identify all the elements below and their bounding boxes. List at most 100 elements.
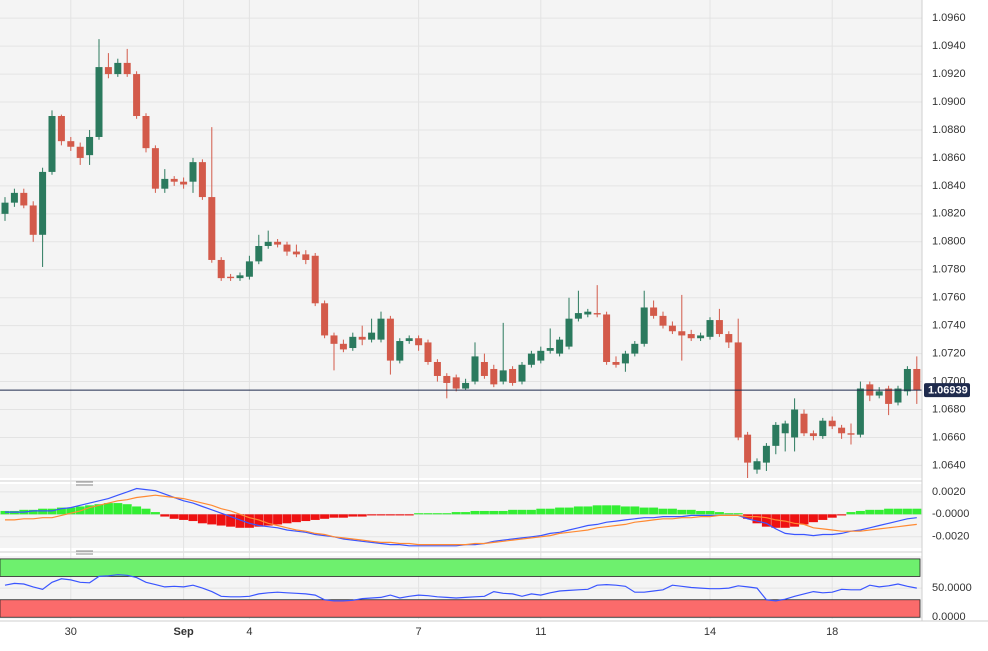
histogram-bar	[667, 508, 677, 515]
candle-body	[339, 343, 347, 350]
histogram-bar	[611, 505, 621, 515]
drag-handle[interactable]	[76, 481, 93, 486]
candle-body	[433, 361, 441, 376]
histogram-bar	[122, 504, 132, 515]
candle-body	[556, 339, 564, 354]
candle-body	[29, 205, 37, 235]
indicator-line	[5, 494, 917, 546]
candle-body	[800, 413, 808, 434]
candle-body	[809, 433, 817, 437]
histogram-bar	[696, 510, 706, 515]
histogram-bar	[526, 509, 536, 515]
histogram-bar	[790, 514, 800, 527]
histogram-bar	[677, 509, 687, 515]
candle-body	[480, 361, 488, 376]
histogram-bar	[583, 506, 593, 515]
candle-body	[349, 336, 357, 349]
candle-body	[631, 343, 639, 354]
histogram-bar	[141, 508, 151, 515]
candle-body	[659, 315, 667, 326]
candle-body	[48, 116, 56, 172]
candle-body	[462, 382, 470, 389]
labels: 1.06401.06601.06801.07001.07201.07401.07…	[65, 12, 972, 638]
candle-body	[217, 259, 225, 279]
rsi-band	[0, 599, 921, 618]
candle-body	[650, 307, 658, 316]
histogram-bar	[846, 512, 856, 515]
y-tick-label: 1.0920	[932, 68, 966, 80]
histogram-bar	[902, 508, 912, 515]
histogram-bar	[912, 508, 922, 515]
histogram-bar	[348, 514, 358, 517]
histogram-bar	[799, 514, 809, 525]
y-tick-label: 1.0680	[932, 403, 966, 415]
histogram-bar	[94, 504, 104, 515]
y-tick-label: 1.0800	[932, 236, 966, 248]
candle-body	[133, 74, 141, 117]
histogram-bar	[103, 503, 113, 515]
candle-body	[725, 334, 733, 343]
histogram-bar	[545, 508, 555, 515]
x-tick-label: 4	[246, 626, 252, 638]
candle-body	[668, 325, 676, 332]
candle-body	[1, 202, 9, 214]
price-panel	[0, 0, 922, 478]
histogram-bar	[414, 513, 424, 515]
candle-body	[292, 251, 300, 255]
histogram-bar	[395, 514, 405, 516]
histogram-bar	[874, 509, 884, 515]
histogram-bar	[432, 513, 442, 515]
histogram-bar	[451, 512, 461, 515]
indicator-line	[5, 487, 917, 547]
y-tick-label: 1.0840	[932, 180, 966, 192]
histogram-bar	[564, 507, 574, 515]
candle-body	[358, 336, 366, 340]
y-tick-label: 1.0660	[932, 431, 966, 443]
candle-body	[95, 67, 103, 137]
candle-body	[236, 275, 244, 279]
drag-handle[interactable]	[76, 550, 93, 555]
candle-body	[170, 178, 178, 182]
candle-body	[189, 162, 197, 182]
candle-body	[640, 307, 648, 344]
candle-body	[753, 461, 761, 470]
histogram-bar	[855, 510, 865, 515]
candle-body	[687, 334, 695, 339]
histogram-bar	[169, 514, 179, 519]
y-tick-label: 1.0740	[932, 320, 966, 332]
y-tick-label: 1.0640	[932, 459, 966, 471]
histogram-bar	[461, 512, 471, 515]
histogram-bar	[573, 506, 583, 515]
candle-body	[518, 364, 526, 382]
histogram-bar	[620, 506, 630, 515]
histogram-bar	[244, 514, 254, 528]
candle-body	[706, 320, 714, 337]
candle-body	[762, 445, 770, 463]
histogram-bar	[301, 514, 311, 522]
y-tick-label: 1.0880	[932, 124, 966, 136]
candle-body	[302, 254, 310, 260]
candle-body	[471, 356, 479, 382]
candle-body	[621, 353, 629, 364]
y-tick-label: -0.0020	[932, 531, 969, 543]
candle-body	[227, 276, 235, 279]
y-tick-label: 1.0860	[932, 152, 966, 164]
histogram-bar	[705, 510, 715, 515]
histogram-bar	[714, 512, 724, 515]
candle-body	[67, 141, 75, 147]
marks	[0, 39, 922, 618]
candle-body	[377, 318, 385, 340]
histogram-bar	[658, 508, 668, 515]
histogram-bar	[884, 508, 894, 515]
histogram-bar	[85, 505, 95, 515]
candle-body	[424, 342, 432, 362]
histogram-bar	[38, 508, 48, 515]
y-tick-label: 1.0780	[932, 264, 966, 276]
histogram-bar	[865, 509, 875, 515]
histogram-bar	[207, 514, 217, 525]
histogram-bar	[489, 510, 499, 515]
x-tick-label: 18	[826, 626, 838, 638]
histogram-bar	[423, 513, 433, 515]
candle-body	[903, 368, 911, 392]
histogram-bar	[310, 514, 320, 520]
